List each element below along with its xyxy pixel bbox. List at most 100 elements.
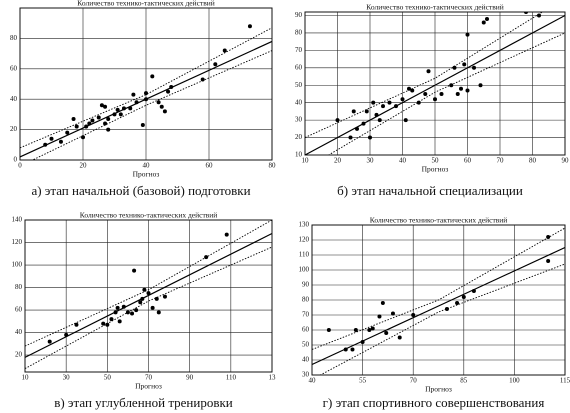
data-point (154, 296, 159, 301)
plot-frame (24, 219, 273, 373)
data-point (159, 104, 164, 109)
y-tick-label: 80 (10, 34, 18, 42)
data-point (162, 109, 167, 114)
chart-title: Количество технико-тактических действий (366, 3, 504, 12)
y-tick-label: 40 (295, 98, 303, 106)
confidence-band (327, 32, 565, 155)
x-tick-label: 85 (460, 377, 468, 385)
data-point (452, 65, 457, 70)
plot-frame (311, 224, 566, 376)
x-tick-label: 55 (359, 377, 367, 385)
y-tick-label: 40 (10, 95, 18, 103)
chart-title: Количество технико-тактических действий (80, 211, 218, 220)
confidence-band (312, 227, 565, 350)
y-tick-label: 30 (302, 371, 310, 379)
data-point (115, 305, 120, 310)
data-point (134, 308, 139, 313)
data-point (459, 86, 463, 91)
data-point (380, 301, 385, 305)
y-tick-label: 90 (295, 11, 303, 19)
x-tick-label: 30 (63, 374, 71, 382)
data-point (106, 127, 111, 132)
data-point (132, 268, 137, 273)
data-point (222, 48, 227, 53)
y-tick-label: 30 (295, 116, 303, 124)
x-tick-label: 100 (509, 377, 520, 385)
y-tick-label: 90 (302, 281, 310, 289)
panel: 0 20 40 60 80 0 20 40 60 80 Количество технико-так… (10, 0, 276, 198)
data-point (247, 24, 252, 29)
x-tick-label: 70 (145, 374, 153, 382)
data-point (462, 62, 467, 67)
data-point (117, 319, 122, 324)
x-tick-label: 80 (269, 162, 277, 170)
data-point (524, 12, 528, 14)
data-point (74, 322, 79, 327)
x-tick-label: 115 (560, 377, 570, 385)
data-point (335, 118, 340, 123)
data-point (99, 103, 104, 108)
data-point (96, 115, 101, 120)
data-point (367, 328, 372, 332)
data-point (465, 32, 470, 37)
y-tick-label: 70 (302, 311, 310, 319)
y-tick-label: 80 (295, 29, 303, 37)
y-tick-label: 140 (12, 216, 23, 224)
caption: в) этап углубленной тренировки (54, 395, 233, 410)
data-point (353, 328, 358, 332)
x-axis-label: Прогноз (425, 385, 452, 394)
data-point (381, 104, 385, 109)
regression-line (25, 232, 272, 358)
data-point (465, 88, 470, 93)
data-point (71, 116, 76, 121)
x-axis-label: Прогноз (422, 165, 449, 174)
data-point (410, 88, 415, 93)
data-point (144, 91, 148, 96)
data-point (103, 104, 108, 109)
data-point (326, 328, 331, 332)
data-point (485, 16, 489, 21)
data-point (105, 322, 110, 327)
data-point (47, 339, 52, 344)
x-tick-label: 40 (143, 162, 151, 170)
y-tick-label: 120 (299, 236, 310, 244)
data-point (103, 121, 108, 126)
caption: г) этап спортивного совершенствования (323, 395, 545, 410)
data-point (146, 291, 151, 296)
data-point (224, 232, 229, 237)
data-point (377, 118, 382, 123)
x-tick-label: 50 (432, 157, 440, 165)
chart-title: Количество технико-тактических действий (77, 0, 215, 8)
data-point (455, 91, 460, 96)
data-point (350, 347, 355, 352)
data-point (213, 62, 218, 67)
y-tick-label: 50 (295, 81, 303, 89)
data-point (433, 97, 437, 102)
y-tick-label: 20 (10, 125, 18, 133)
data-point (481, 20, 486, 25)
data-point (101, 321, 106, 326)
y-tick-label: 100 (12, 261, 23, 269)
x-tick-label: 90 (562, 157, 570, 165)
regression-line (312, 246, 565, 366)
x-tick-label: 70 (410, 377, 418, 385)
y-tick-label: 60 (302, 326, 310, 334)
data-point (200, 77, 205, 82)
data-point (423, 91, 428, 96)
data-point (131, 92, 136, 97)
data-point (130, 311, 135, 316)
data-point (546, 259, 551, 263)
x-tick-label: 13 (269, 374, 277, 382)
y-tick-label: 20 (295, 133, 303, 141)
y-tick-label: 40 (302, 356, 310, 364)
x-tick-label: 60 (464, 157, 472, 165)
data-point (65, 130, 70, 135)
x-tick-label: 40 (399, 157, 407, 165)
y-tick-label: 120 (12, 238, 23, 246)
data-point (109, 317, 114, 322)
x-tick-label: 60 (206, 162, 214, 170)
panel: 10 20 30 40 50 60 70 80 90 10 20 30 40 50 60 70 80 90 Коли… (295, 3, 570, 198)
data-point (74, 124, 79, 129)
x-tick-label: 20 (334, 157, 342, 165)
x-axis-label: Прогноз (135, 382, 162, 391)
